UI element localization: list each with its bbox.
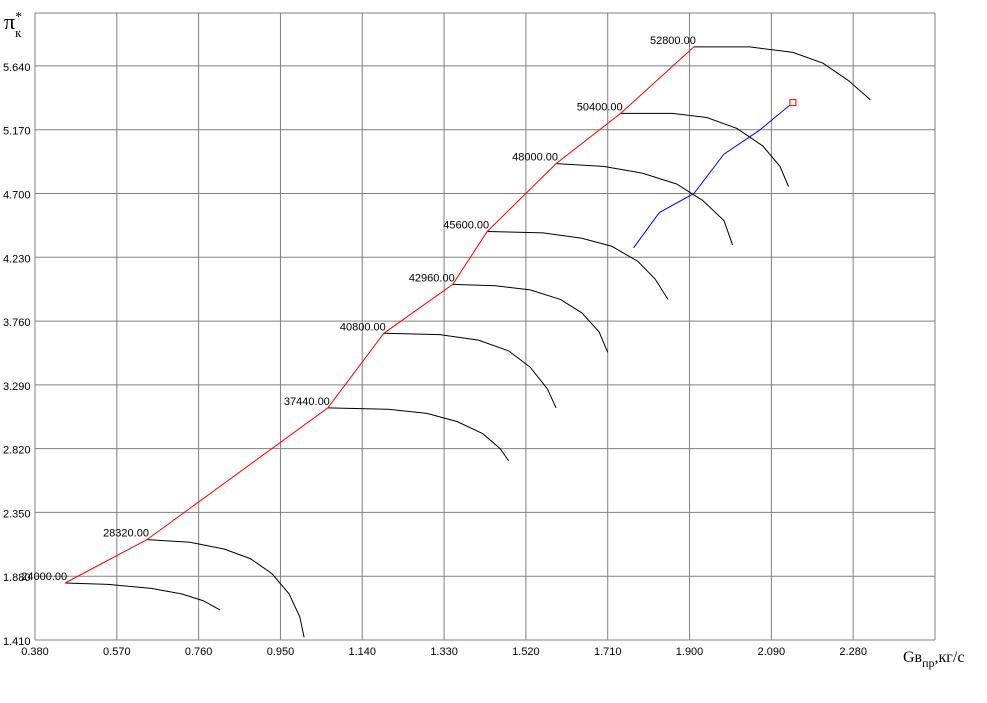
y-tick-label: 2.820 [3,445,31,457]
x-axis-title: Gвпр,кг/с [903,649,964,670]
x-axis-title-main: Gв [903,649,923,666]
speed-line [620,112,790,187]
grid [34,12,936,641]
y-tick-label: 4.230 [3,253,31,265]
y-tick-label: 1.410 [3,636,31,648]
x-tick-label: 0.570 [103,646,131,658]
operating-point-marker [789,99,797,107]
speed-line [383,332,557,409]
speed-line-label: 50400.00 [577,101,623,113]
operating-line-path [633,102,794,249]
speed-line [487,231,669,300]
speed-line-label: 42960.00 [409,272,455,284]
x-tick-label: 2.090 [758,646,786,658]
y-tick-label: 1.880 [3,572,31,584]
y-tick-label: 3.290 [3,381,31,393]
speed-line [556,163,734,246]
x-tick-label: 0.950 [267,646,295,658]
speed-line-label: 45600.00 [443,220,489,232]
x-axis-title-sub: пр [922,656,934,670]
speed-line-label: 40800.00 [340,321,386,333]
speed-line [693,46,871,101]
y-tick-label: 5.640 [3,62,31,74]
y-tick-label: 4.700 [3,190,31,202]
x-tick-label: 1.710 [594,646,622,658]
y-axis-title-main: π [4,9,15,34]
y-tick-label: 2.350 [3,508,31,520]
y-axis-title: π* к [4,9,22,40]
x-tick-label: 1.140 [349,646,377,658]
speed-line [146,539,305,638]
surge-line [64,46,695,584]
x-tick-label: 0.760 [185,646,213,658]
speed-line-label: 48000.00 [512,152,558,164]
speed-line [65,582,221,611]
surge-line-path [64,46,695,584]
x-axis-title-tail: ,кг/с [935,649,965,666]
speed-lines [65,46,871,638]
x-tick-label: 1.330 [430,646,458,658]
y-tick-label: 5.170 [3,126,31,138]
speed-line-label: 28320.00 [103,528,149,540]
axis-ticks: 0.380 0.570 0.760 0.950 1.140 1.330 1.520 1.710… [3,62,867,658]
speed-line [452,283,609,353]
speed-line [327,407,510,462]
operating-line [633,99,797,249]
x-tick-label: 1.900 [676,646,704,658]
speed-line-label: 24000.00 [21,571,67,583]
speed-line-label: 52800.00 [650,35,696,47]
x-tick-label: 0.380 [21,646,49,658]
x-tick-label: 2.280 [839,646,867,658]
y-axis-title-sub: к [15,25,22,40]
speed-line-label: 37440.00 [284,396,330,408]
y-axis-title-sup: * [15,10,22,25]
x-tick-label: 1.520 [512,646,540,658]
speed-line-labels: 24000.00 28320.00 37440.00 40800.00 42960.00… [21,35,696,583]
y-tick-label: 3.760 [3,317,31,329]
